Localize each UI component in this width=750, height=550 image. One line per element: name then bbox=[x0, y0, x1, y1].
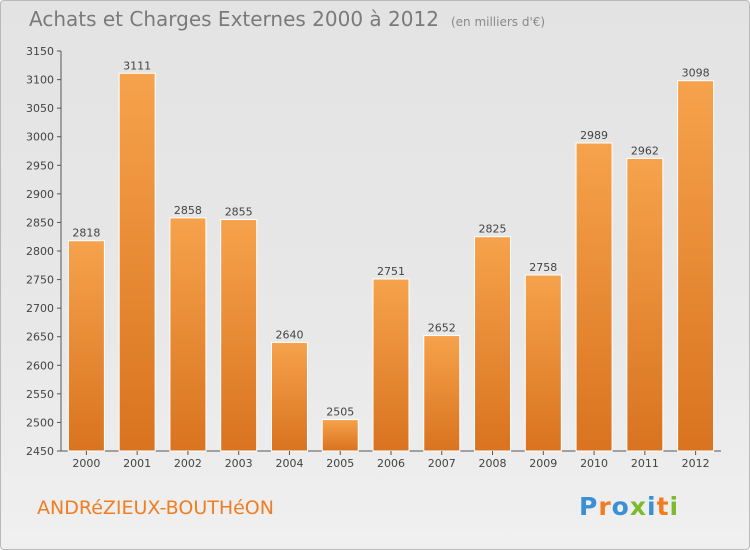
bar-value-label: 3111 bbox=[123, 59, 151, 72]
bar bbox=[423, 335, 461, 452]
x-tick-label: 2002 bbox=[174, 457, 202, 470]
logo-letter: P bbox=[579, 492, 599, 521]
logo-letter: i bbox=[669, 492, 680, 521]
logo-letter: t bbox=[656, 492, 670, 521]
y-tick-label: 3000 bbox=[26, 131, 54, 144]
bar bbox=[575, 142, 613, 452]
logo-letter: x bbox=[629, 492, 647, 521]
bar-value-label: 2858 bbox=[174, 204, 202, 217]
x-tick-label: 2006 bbox=[377, 457, 405, 470]
bar-value-label: 2652 bbox=[428, 322, 456, 335]
town-name: ANDRéZIEUX-BOUTHéON bbox=[37, 497, 274, 519]
bar-value-label: 2758 bbox=[529, 261, 557, 274]
x-tick-label: 2007 bbox=[428, 457, 456, 470]
y-tick-label: 3100 bbox=[26, 74, 54, 87]
bar bbox=[474, 236, 512, 452]
bar bbox=[67, 240, 105, 452]
y-tick-label: 2850 bbox=[26, 216, 54, 229]
y-tick-label: 2550 bbox=[26, 388, 54, 401]
chart-unit: (en milliers d'€) bbox=[450, 15, 546, 29]
x-tick-label: 2004 bbox=[275, 457, 303, 470]
x-tick-label: 2009 bbox=[529, 457, 557, 470]
logo-letter: o bbox=[611, 492, 630, 521]
bar-value-label: 2751 bbox=[377, 265, 405, 278]
chart-title-text: Achats et Charges Externes 2000 à 2012 bbox=[29, 7, 439, 31]
y-tick-label: 2600 bbox=[26, 359, 54, 372]
y-tick-label: 2900 bbox=[26, 188, 54, 201]
y-tick-label: 3050 bbox=[26, 102, 54, 115]
bar-value-label: 3098 bbox=[682, 67, 710, 80]
x-tick-label: 2011 bbox=[631, 457, 659, 470]
proxiti-logo: Proxiti bbox=[579, 492, 679, 521]
bar bbox=[524, 274, 562, 452]
bar-value-label: 2640 bbox=[275, 328, 303, 341]
bar bbox=[677, 80, 715, 452]
y-tick-label: 2750 bbox=[26, 274, 54, 287]
bar-value-label: 2825 bbox=[479, 223, 507, 236]
bar bbox=[169, 217, 207, 452]
bar bbox=[118, 72, 156, 452]
bar bbox=[372, 278, 410, 452]
bar bbox=[220, 219, 258, 452]
x-tick-label: 2001 bbox=[123, 457, 151, 470]
y-tick-label: 2450 bbox=[26, 445, 54, 458]
y-tick-label: 2800 bbox=[26, 245, 54, 258]
x-tick-label: 2003 bbox=[225, 457, 253, 470]
bar bbox=[270, 341, 308, 452]
x-tick-label: 2000 bbox=[72, 457, 100, 470]
bar-value-label: 2505 bbox=[326, 406, 354, 419]
y-tick-label: 2950 bbox=[26, 159, 54, 172]
logo-letter: i bbox=[647, 492, 657, 521]
bar-value-label: 2989 bbox=[580, 129, 608, 142]
bar-value-label: 2818 bbox=[72, 227, 100, 240]
y-tick-label: 2500 bbox=[26, 416, 54, 429]
chart-title: Achats et Charges Externes 2000 à 2012 (e… bbox=[29, 7, 545, 31]
y-tick-label: 2650 bbox=[26, 331, 54, 344]
bar-value-label: 2962 bbox=[631, 144, 659, 157]
y-tick-label: 3150 bbox=[26, 45, 54, 58]
x-tick-label: 2010 bbox=[580, 457, 608, 470]
logo-letter: r bbox=[598, 492, 612, 521]
y-tick-label: 2700 bbox=[26, 302, 54, 315]
x-tick-label: 2005 bbox=[326, 457, 354, 470]
x-tick-label: 2008 bbox=[479, 457, 507, 470]
bar-value-label: 2855 bbox=[225, 206, 253, 219]
bar bbox=[321, 419, 359, 452]
bar bbox=[626, 157, 664, 452]
x-tick-label: 2012 bbox=[682, 457, 710, 470]
